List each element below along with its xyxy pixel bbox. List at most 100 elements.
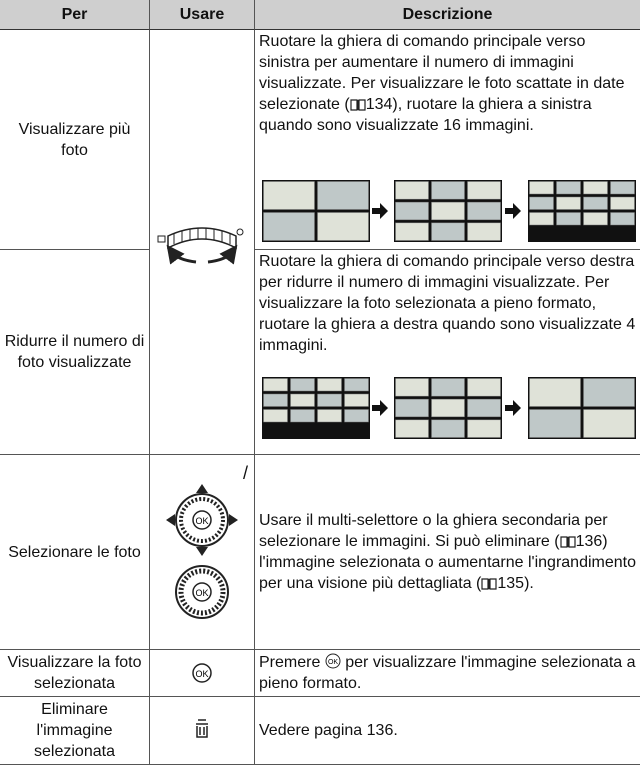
thumb-image: [583, 212, 608, 226]
header-usare: Usare: [150, 0, 255, 30]
thumb-image: [317, 409, 342, 423]
svg-text:OK: OK: [328, 659, 338, 666]
thumb-image: [344, 378, 369, 392]
thumb-image: [467, 201, 501, 221]
thumb-arrow: [505, 203, 521, 219]
command-dial-icon: [157, 227, 244, 265]
slash: /: [243, 463, 249, 483]
thumb-image: [431, 398, 465, 418]
desc-cell: Ruotare la ghiera di comando principale …: [255, 250, 640, 455]
thumb-image: [395, 398, 429, 418]
desc-cell: Usare il multi-selettore o la ghiera sec…: [255, 455, 640, 650]
desc-segment: Usare il multi-selettore o la ghiera sec…: [259, 512, 608, 550]
multi-selector-icon: OK OK: [166, 484, 238, 619]
thumb-image: [263, 409, 288, 423]
desc-segment: 136) l'immagine selezionata o aumentarne…: [259, 533, 636, 592]
ok-button-icon: OK: [192, 663, 212, 683]
thumb-image: [431, 419, 465, 438]
thumb-image: [317, 393, 342, 407]
thumb-image: [263, 378, 288, 392]
desc-text: Vedere pagina 136.: [259, 720, 398, 741]
page-ref-icon: [350, 96, 366, 113]
header-per: Per: [0, 0, 150, 30]
thumb-image: [467, 419, 501, 438]
desc-cell: Ruotare la ghiera di comando principale …: [255, 30, 640, 250]
thumb-image: [529, 196, 554, 210]
thumb-image: [431, 201, 465, 221]
desc-segment: Ruotare la ghiera di comando principale …: [259, 33, 625, 113]
per-cell: Visualizzare la foto selezionata: [0, 650, 150, 697]
usare-cell: [150, 30, 255, 250]
ok-icon: OK: [325, 653, 341, 671]
thumb-image: [395, 222, 429, 241]
thumb-image: [583, 181, 608, 195]
desc-text: Ruotare la ghiera di comando principale …: [259, 31, 636, 136]
thumbnails: [262, 180, 636, 439]
thumb-image: [610, 196, 635, 210]
thumb-image: [317, 181, 369, 210]
thumb-arrow: [372, 400, 388, 416]
svg-text:OK: OK: [195, 588, 208, 598]
header-descrizione: Descrizione: [255, 0, 640, 30]
thumb-image: [344, 393, 369, 407]
thumb-image: [529, 409, 581, 438]
thumb-image: [263, 212, 315, 241]
thumb-arrow: [505, 400, 521, 416]
per-cell: Ridurre il numero di foto visualizzate: [0, 250, 150, 455]
usare-cell: [150, 250, 255, 455]
thumb-image: [529, 181, 554, 195]
desc-text: Usare il multi-selettore o la ghiera sec…: [259, 510, 636, 594]
delete-button-icon: [196, 719, 208, 738]
thumb-image: [395, 181, 429, 200]
page-ref-icon: [559, 533, 576, 550]
usare-cell: [150, 455, 255, 650]
thumb-image: [317, 378, 342, 392]
desc-text: Premere OK per visualizzare l'immagine s…: [259, 652, 636, 694]
desc-segment: 135).: [497, 575, 534, 592]
thumb-image: [263, 181, 315, 210]
thumb-image: [529, 212, 554, 226]
thumb-image: [431, 181, 465, 200]
thumb-image: [395, 201, 429, 221]
page-ref-icon: [481, 575, 497, 592]
per-cell: Selezionare le foto: [0, 455, 150, 650]
thumb-image: [263, 393, 288, 407]
thumb-image: [467, 222, 501, 241]
desc-segment: Vedere pagina 136.: [259, 722, 398, 739]
thumb-image: [610, 181, 635, 195]
desc-segment: Premere: [259, 654, 325, 671]
svg-text:OK: OK: [195, 669, 208, 679]
thumb-image: [583, 378, 635, 407]
thumb-image: [395, 419, 429, 438]
desc-segment: Ruotare la ghiera di comando principale …: [259, 253, 636, 354]
thumb-image: [556, 181, 581, 195]
thumb-image: [583, 409, 635, 438]
svg-text:OK: OK: [195, 516, 208, 526]
thumb-image: [529, 378, 581, 407]
thumb-image: [467, 398, 501, 418]
thumb-image: [556, 212, 581, 226]
thumb-image: [467, 181, 501, 200]
thumb-image: [610, 212, 635, 226]
thumb-image: [290, 378, 315, 392]
thumb-image: [290, 393, 315, 407]
desc-segment: per visualizzare l'immagine selezionata …: [259, 654, 636, 692]
usare-cell: [150, 650, 255, 697]
thumb-image: [431, 222, 465, 241]
thumb-image: [431, 378, 465, 397]
desc-segment: 134), ruotare la ghiera a sinistra quand…: [259, 96, 592, 134]
thumb-arrow: [372, 203, 388, 219]
thumb-image: [556, 196, 581, 210]
thumb-image: [467, 378, 501, 397]
thumb-image: [583, 196, 608, 210]
thumb-image: [290, 409, 315, 423]
desc-cell: Premere OK per visualizzare l'immagine s…: [255, 650, 640, 697]
per-cell: Eliminare l'immagine selezionata: [0, 697, 150, 765]
thumb-image: [344, 409, 369, 423]
thumb-image: [317, 212, 369, 241]
desc-text: Ruotare la ghiera di comando principale …: [259, 251, 636, 356]
per-cell: Visualizzare più foto: [0, 30, 150, 250]
thumb-image: [395, 378, 429, 397]
